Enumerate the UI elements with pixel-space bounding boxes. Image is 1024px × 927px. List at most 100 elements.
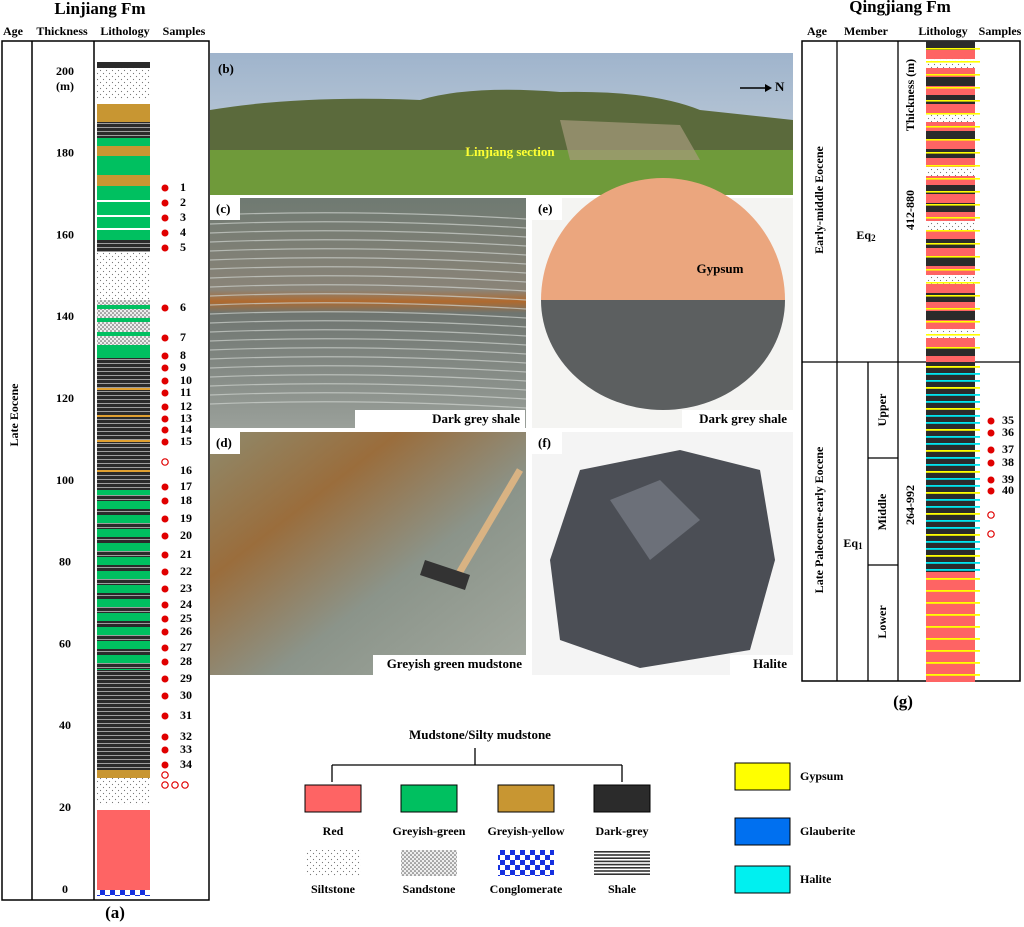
age-label: Late Eocene: [7, 383, 21, 447]
sample-dot: [161, 658, 169, 666]
sample-number: 35: [1002, 413, 1014, 427]
bedding: [209, 230, 527, 238]
lith-bed: [97, 252, 150, 300]
thickness-tick: 140: [56, 309, 74, 323]
lith-bed: [926, 86, 975, 95]
lith-bed: [97, 388, 150, 390]
photo-e: [532, 178, 793, 428]
lith-bed: [926, 632, 975, 642]
sample-dot: [161, 733, 169, 741]
lith-bed: [97, 635, 150, 641]
sample-dot: [161, 568, 169, 576]
sample-dot: [987, 429, 995, 437]
lith-bed: [926, 167, 975, 176]
lith-bed: [926, 334, 980, 336]
lith-bed: [97, 138, 150, 146]
lith-bed: [926, 443, 980, 445]
lith-bed: [97, 470, 150, 472]
age-label: Late Paleocene-early Eocene: [812, 446, 826, 593]
legend-swatch: [594, 850, 650, 876]
lith-bed: [97, 175, 150, 186]
lith-bed: [926, 48, 980, 50]
sample-number: 25: [180, 611, 192, 625]
lith-bed: [926, 185, 975, 194]
lith-bed: [97, 122, 150, 138]
lith-bed: [926, 321, 980, 323]
legend-label: Halite: [800, 872, 832, 886]
photo-caption: Halite: [753, 656, 787, 671]
sample-dot: [161, 761, 169, 769]
bedding: [209, 293, 527, 301]
sample-number: 14: [180, 422, 192, 436]
bedding: [209, 239, 527, 247]
lith-bed: [97, 318, 150, 322]
sample-number: 32: [180, 729, 192, 743]
lith-bed: [926, 204, 980, 206]
lith-bed: [97, 62, 150, 68]
lith-bed: [97, 146, 150, 156]
legend-line: [594, 863, 650, 866]
lith-bed: [926, 178, 980, 180]
photo-caption: Gypsum: [697, 261, 744, 276]
dividers: [802, 41, 1020, 681]
legend-swatch: [593, 784, 651, 813]
legend-label: Siltstone: [311, 882, 356, 896]
sample-dot: [987, 487, 995, 495]
sample-dot: [161, 585, 169, 593]
bedding: [209, 311, 527, 319]
lith-bed: [926, 569, 980, 571]
lith-bed: [926, 582, 975, 592]
legend-label: Sandstone: [403, 882, 456, 896]
legend-swatch: [305, 850, 361, 876]
legend-swatch: [734, 817, 791, 846]
member-subscript: 2: [871, 233, 876, 243]
thickness-tick: 120: [56, 391, 74, 405]
lith-bed: [926, 256, 980, 258]
lith-bed: [926, 139, 980, 141]
sample-number: 23: [180, 581, 192, 595]
legend-label: Glauberite: [800, 824, 856, 838]
lith-bed: [926, 61, 980, 63]
lith-bed: [97, 890, 150, 896]
bedding: [209, 275, 527, 283]
lith-bed: [97, 440, 150, 442]
lith-bed: [97, 805, 150, 810]
lith-bed: [926, 77, 975, 86]
lith-bed: [97, 579, 150, 585]
lith-bed: [926, 429, 980, 431]
lith-bed: [97, 240, 150, 252]
sample-dot: [161, 403, 169, 411]
sample-number: 26: [180, 624, 192, 638]
sample-number: 29: [180, 671, 192, 685]
sample-open: [161, 771, 169, 779]
sample-dot: [161, 199, 169, 207]
header: Lithology: [100, 24, 149, 38]
bedding: [209, 257, 527, 265]
lith-bed: [926, 387, 980, 389]
lith-bed: [926, 485, 980, 487]
thickness-range: 412-880: [903, 190, 917, 230]
lith-bed: [926, 158, 975, 167]
lith-bed: [926, 578, 980, 580]
lith-bed: [926, 541, 980, 543]
sample-number: 39: [1002, 472, 1014, 486]
sample-number: 12: [180, 399, 192, 413]
lith-bed: [926, 347, 980, 349]
sample-dot: [161, 551, 169, 559]
sample-dot: [987, 417, 995, 425]
sample-dot: [161, 229, 169, 237]
lith-bed: [926, 113, 980, 115]
panel-title: Qingjiang Fm: [849, 0, 951, 16]
lith-bed: [926, 662, 980, 664]
sample-dot: [161, 214, 169, 222]
lith-bed: [926, 59, 975, 68]
lith-bed: [97, 551, 150, 557]
lith-bed: [97, 186, 150, 240]
lith-bed: [926, 499, 980, 501]
sample-number: 1: [180, 180, 186, 194]
sample-number: 16: [180, 463, 192, 477]
photo-label: (b): [218, 61, 234, 76]
sample-number: 40: [1002, 483, 1014, 497]
sample-dot: [161, 377, 169, 385]
